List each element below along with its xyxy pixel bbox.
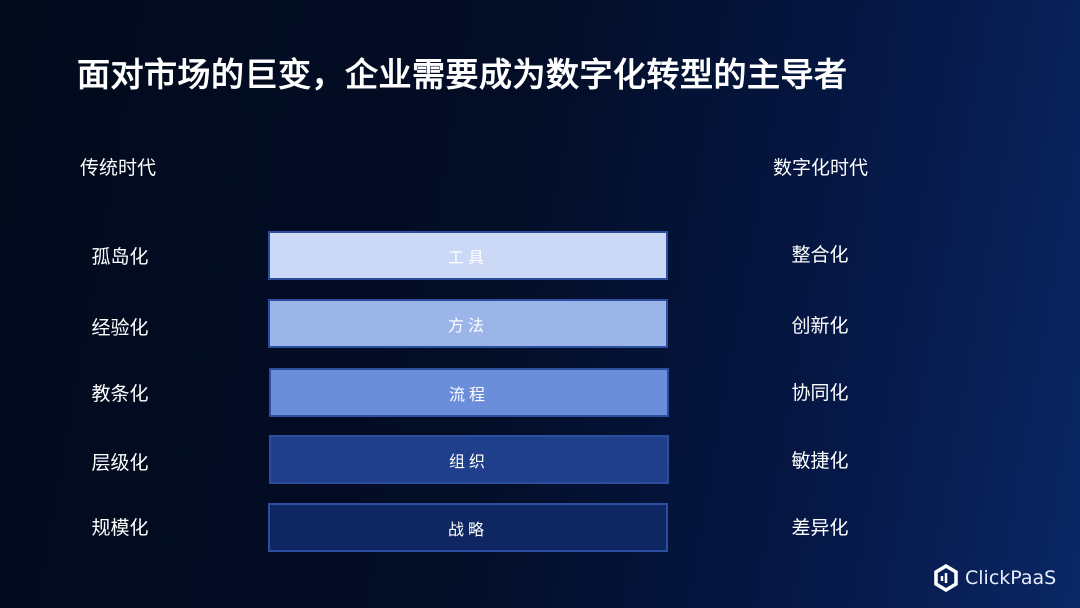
layer-label: 流程 bbox=[448, 384, 489, 404]
layer-bar-organization: 组织 bbox=[269, 435, 669, 484]
layer-bar-process: 流程 bbox=[269, 368, 669, 417]
right-item: 整合化 bbox=[791, 244, 849, 266]
left-item: 孤岛化 bbox=[91, 246, 149, 268]
layer-bar-tools: 工具 bbox=[268, 231, 668, 280]
layer-bar-methods: 方法 bbox=[268, 299, 668, 348]
layer-label: 战略 bbox=[447, 519, 488, 539]
traditional-era-header: 传统时代 bbox=[80, 157, 157, 179]
layer-label: 方法 bbox=[447, 315, 488, 335]
left-item: 层级化 bbox=[91, 452, 149, 474]
left-item: 经验化 bbox=[91, 317, 149, 339]
right-item: 敏捷化 bbox=[791, 450, 849, 472]
slide-title: 面对市场的巨变，企业需要成为数字化转型的主导者 bbox=[77, 55, 848, 94]
brand-name: ClickPaaS bbox=[965, 567, 1057, 589]
right-item: 差异化 bbox=[791, 517, 849, 539]
layer-label: 工具 bbox=[447, 247, 488, 267]
left-item: 教条化 bbox=[91, 383, 149, 405]
layer-bar-strategy: 战略 bbox=[268, 503, 668, 552]
clickpaas-logo-icon bbox=[934, 564, 958, 592]
left-item: 规模化 bbox=[91, 517, 149, 539]
right-item: 协同化 bbox=[791, 382, 849, 404]
right-item: 创新化 bbox=[791, 315, 849, 337]
digital-era-header: 数字化时代 bbox=[773, 157, 869, 179]
layer-label: 组织 bbox=[448, 451, 489, 471]
brand-logo: ClickPaaS bbox=[933, 564, 1056, 592]
